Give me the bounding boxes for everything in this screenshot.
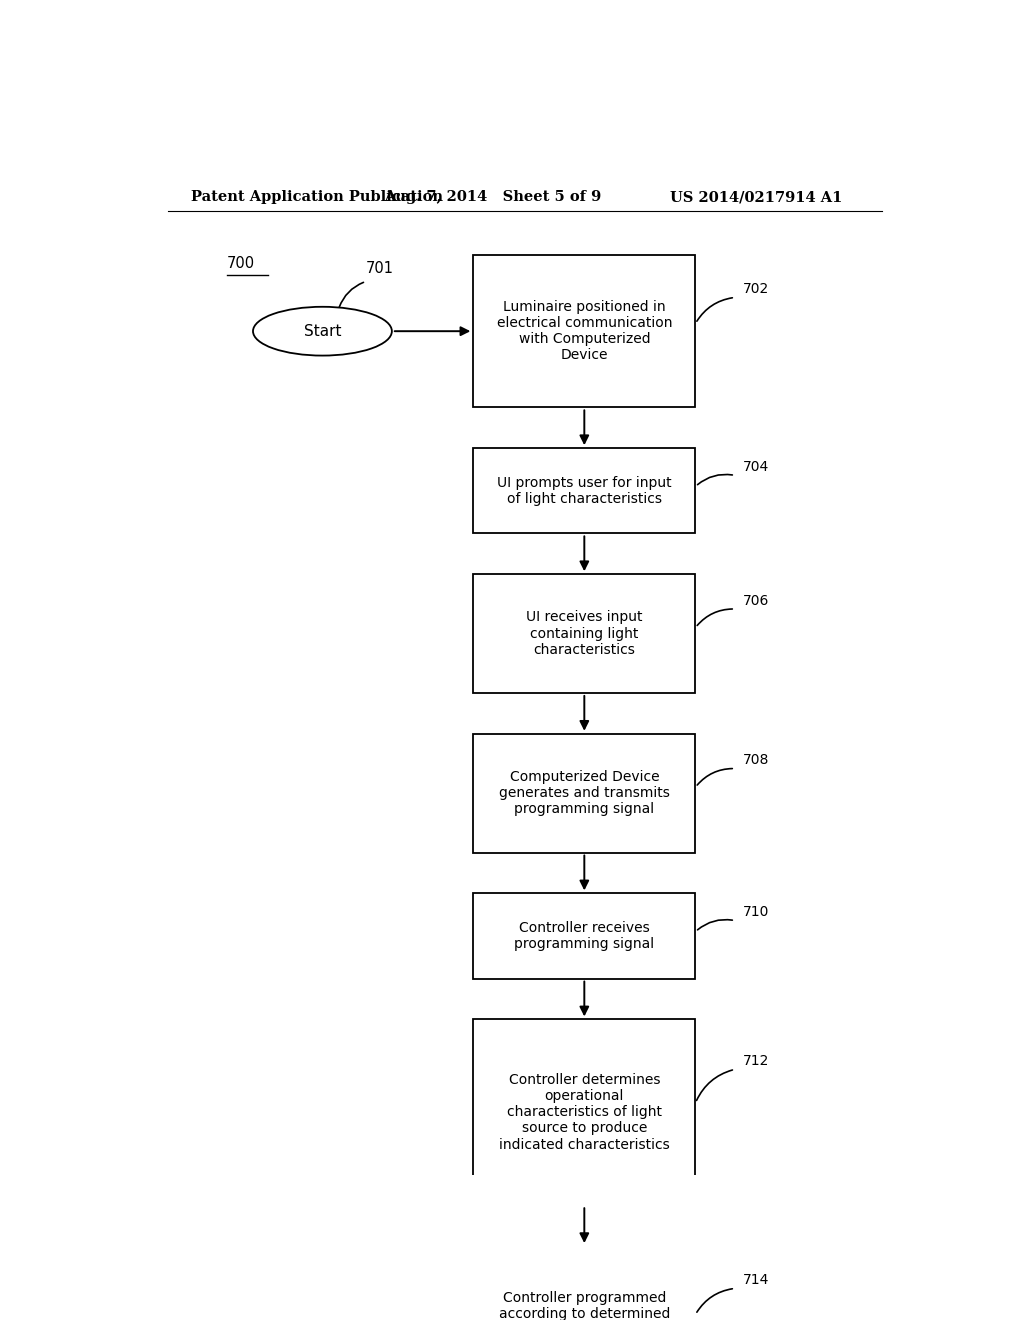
Ellipse shape: [253, 306, 392, 355]
Bar: [473, 894, 695, 978]
Text: 701: 701: [367, 261, 394, 276]
Bar: [473, 447, 695, 533]
Text: 706: 706: [743, 594, 769, 609]
Text: Patent Application Publication: Patent Application Publication: [191, 190, 443, 205]
Text: Computerized Device
generates and transmits
programming signal: Computerized Device generates and transm…: [499, 770, 670, 816]
Bar: [473, 574, 695, 693]
Text: Start: Start: [304, 323, 341, 339]
Text: Aug. 7, 2014   Sheet 5 of 9: Aug. 7, 2014 Sheet 5 of 9: [384, 190, 602, 205]
Text: 700: 700: [227, 256, 255, 271]
Text: US 2014/0217914 A1: US 2014/0217914 A1: [670, 190, 842, 205]
Bar: [473, 734, 695, 853]
Text: 710: 710: [743, 906, 769, 920]
Text: Controller programmed
according to determined
operational
characteristics: Controller programmed according to deter…: [499, 1291, 670, 1320]
Text: 704: 704: [743, 461, 769, 474]
Text: 702: 702: [743, 282, 769, 296]
Bar: [473, 1246, 695, 1320]
Text: 712: 712: [743, 1055, 769, 1068]
Text: 714: 714: [743, 1274, 769, 1287]
Text: UI prompts user for input
of light characteristics: UI prompts user for input of light chara…: [497, 475, 672, 506]
Text: 708: 708: [743, 754, 769, 767]
Bar: [473, 255, 695, 408]
Text: UI receives input
containing light
characteristics: UI receives input containing light chara…: [526, 610, 643, 657]
Text: Luminaire positioned in
electrical communication
with Computerized
Device: Luminaire positioned in electrical commu…: [497, 300, 672, 363]
Text: Controller receives
programming signal: Controller receives programming signal: [514, 921, 654, 950]
Bar: [473, 1019, 695, 1205]
Text: Controller determines
operational
characteristics of light
source to produce
ind: Controller determines operational charac…: [499, 1073, 670, 1151]
